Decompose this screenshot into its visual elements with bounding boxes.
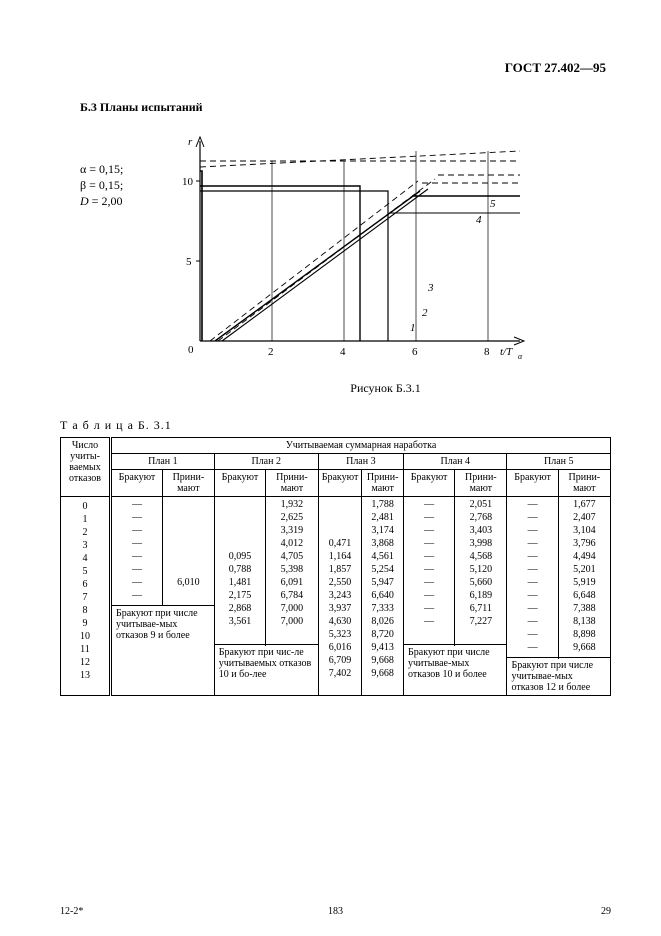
param-beta: β = 0,15; bbox=[80, 177, 160, 193]
svg-text:2: 2 bbox=[422, 307, 428, 319]
svg-text:3: 3 bbox=[427, 282, 434, 294]
chart-caption: Рисунок Б.3.1 bbox=[160, 381, 611, 396]
th-row-header: Число учиты-ваемых отказов bbox=[61, 438, 111, 497]
th-plan1: План 1 bbox=[111, 454, 215, 470]
th-top: Учитываемая суммарная наработка bbox=[111, 438, 611, 454]
chart-y-label: r bbox=[188, 136, 193, 148]
chart-svg: r 10 5 0 2 4 6 8 t/T α bbox=[160, 131, 540, 371]
svg-text:10: 10 bbox=[182, 176, 194, 188]
svg-text:6: 6 bbox=[412, 346, 418, 358]
th-plan2: План 2 bbox=[214, 454, 318, 470]
svg-text:5: 5 bbox=[186, 256, 192, 268]
svg-text:1: 1 bbox=[410, 322, 416, 334]
table-body: 012345678910111213———————— 6,010 0,0950,… bbox=[61, 497, 611, 696]
section-title: Б.3 Планы испытаний bbox=[80, 100, 611, 115]
footer-right: 29 bbox=[601, 906, 611, 917]
data-table: Число учиты-ваемых отказов Учитываемая с… bbox=[60, 437, 611, 696]
param-d: D = 2,00 bbox=[80, 193, 160, 209]
table-caption: Т а б л и ц а Б. 3.1 bbox=[60, 418, 611, 433]
svg-text:α: α bbox=[518, 352, 523, 361]
th-plan3: План 3 bbox=[318, 454, 403, 470]
svg-text:4: 4 bbox=[340, 346, 346, 358]
footer-center: 183 bbox=[328, 906, 343, 917]
th-plan4: План 4 bbox=[404, 454, 507, 470]
param-alpha: α = 0,15; bbox=[80, 161, 160, 177]
svg-text:2: 2 bbox=[268, 346, 274, 358]
footer-left: 12-2* bbox=[60, 906, 83, 917]
svg-text:5: 5 bbox=[490, 198, 496, 210]
svg-text:0: 0 bbox=[188, 344, 194, 356]
svg-text:8: 8 bbox=[484, 346, 490, 358]
svg-text:4: 4 bbox=[476, 214, 482, 226]
th-plan5: План 5 bbox=[507, 454, 611, 470]
gost-header: ГОСТ 27.402—95 bbox=[505, 60, 606, 76]
parameters-block: α = 0,15; β = 0,15; D = 2,00 bbox=[80, 161, 160, 210]
svg-text:t/T: t/T bbox=[500, 346, 513, 358]
